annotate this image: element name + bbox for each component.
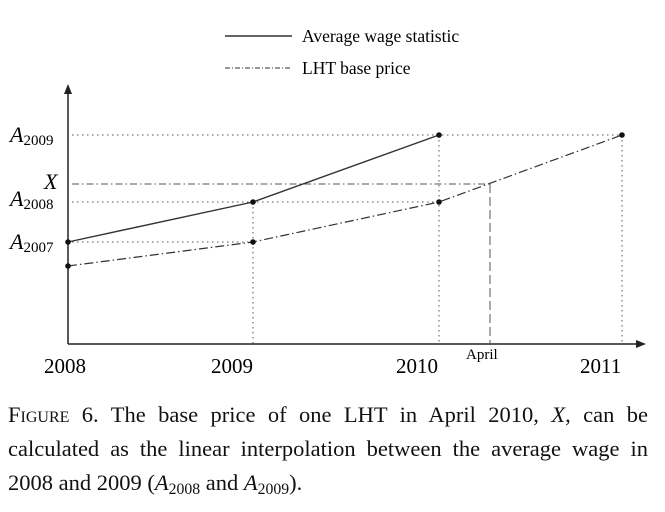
guide-lines [72,134,623,344]
caption-text-and: and [200,470,244,495]
point-lht-2008 [65,263,71,269]
caption-text-end: ). [289,470,303,495]
caption-text-1: The base price of one LHT in April 2010, [98,402,552,427]
axes [64,84,646,348]
caption-label: Figure 6. [8,402,99,427]
point-average-wage-2008 [65,239,71,245]
caption-math-a2008: A2008 [154,470,201,498]
x-tick-2010: 2010 [396,354,438,378]
y-label-a2008: A2008 [8,186,53,213]
x-tick-2009: 2009 [211,354,253,378]
legend: Average wage statistic LHT base price [225,26,459,78]
y-labels: A2009 X A2008 A2007 [8,122,59,256]
series [65,132,625,269]
caption-text-2: , can be calculated as the linear interp… [8,402,648,495]
series-lht-base-price-line [67,134,623,267]
figure-caption: Figure 6. The base price of one LHT in A… [8,398,648,500]
caption-math-x: X [551,402,566,427]
x-tick-2011: 2011 [580,354,621,378]
point-average-wage-2009 [250,199,256,205]
x-ticks: 2008 2009 2010 2011 April [44,347,621,378]
y-axis-arrow [64,84,72,94]
point-lht-2010 [436,199,442,205]
y-label-a2009: A2009 [8,122,53,149]
legend-label-average-wage: Average wage statistic [302,26,459,46]
x-annotation-april: April [466,347,498,363]
caption-math-a2009: A2009 [243,470,290,498]
series-average-wage-line [67,134,440,243]
legend-label-lht-base-price: LHT base price [302,58,411,78]
y-label-a2007: A2007 [8,229,54,256]
point-average-wage-2010 [436,132,442,138]
chart-figure: Average wage statistic LHT base price A2… [8,26,646,378]
point-lht-2009 [250,239,256,245]
x-tick-2008: 2008 [44,354,86,378]
x-axis-arrow [636,340,646,348]
point-lht-2011 [619,132,625,138]
y-label-x: X [43,169,59,194]
